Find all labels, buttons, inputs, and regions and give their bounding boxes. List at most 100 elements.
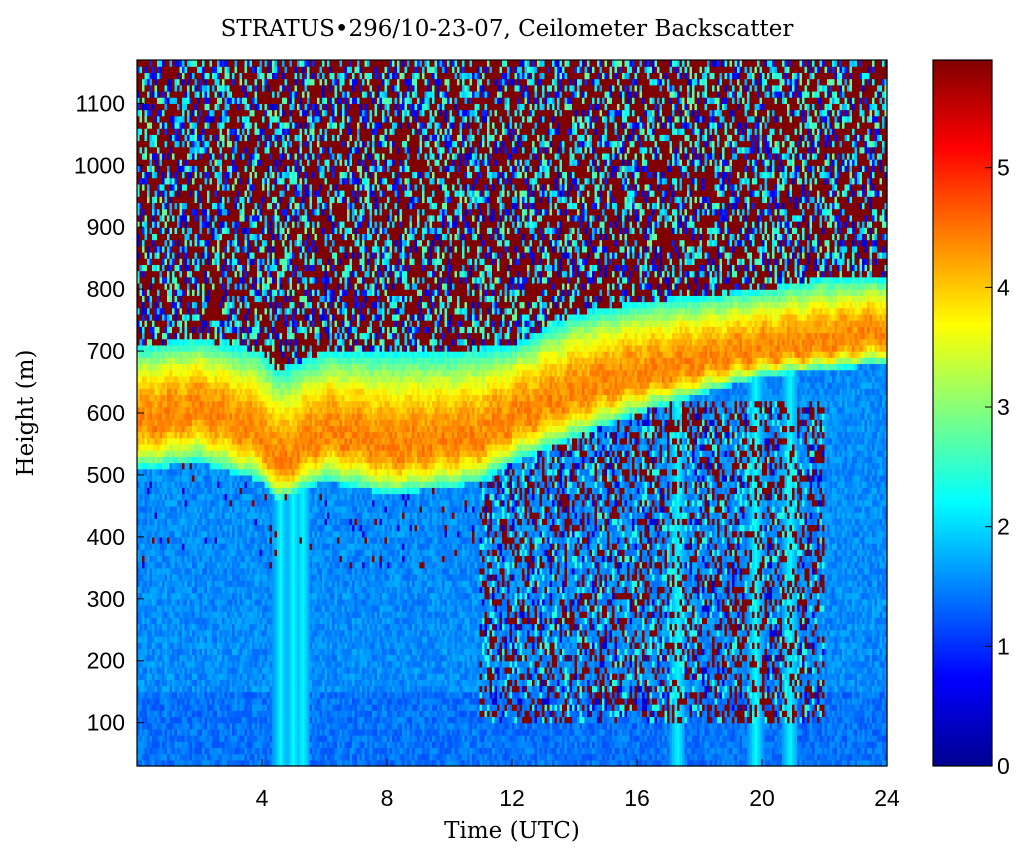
heatmap-cell — [139, 221, 143, 228]
heatmap-cell — [167, 270, 171, 278]
heatmap-cell — [159, 704, 163, 711]
heatmap-cell — [164, 276, 168, 284]
heatmap-cell — [164, 109, 168, 117]
heatmap-cell — [154, 505, 158, 513]
heatmap-cell — [154, 109, 158, 117]
heatmap-cell — [167, 666, 171, 674]
heatmap-cell — [169, 233, 173, 241]
heatmap-cell — [169, 759, 173, 767]
heatmap-cell — [167, 567, 171, 575]
heatmap-cell — [179, 530, 183, 538]
heatmap-cell — [167, 177, 171, 185]
heatmap-cell — [159, 332, 163, 340]
heatmap-cell — [149, 524, 153, 532]
heatmap-cell — [142, 716, 146, 724]
heatmap-cell — [174, 72, 178, 80]
heatmap-cell — [149, 679, 153, 687]
heatmap-cell — [137, 369, 141, 377]
heatmap-cell — [177, 72, 181, 80]
heatmap-cell — [139, 493, 143, 501]
heatmap-cell — [167, 697, 171, 705]
heatmap-cell — [139, 629, 143, 637]
heatmap-cell — [149, 666, 153, 674]
heatmap-cell — [174, 462, 178, 470]
heatmap-cell — [164, 604, 168, 612]
heatmap-cell — [179, 518, 183, 526]
heatmap-cell — [167, 580, 171, 587]
heatmap-cell — [157, 121, 161, 129]
heatmap-cell — [167, 90, 171, 98]
heatmap-cell — [177, 332, 181, 340]
heatmap-cell — [154, 159, 158, 166]
heatmap-cell — [164, 140, 168, 148]
heatmap-cell — [159, 443, 163, 451]
heatmap-cell — [167, 84, 171, 92]
heatmap-cell — [169, 326, 173, 334]
heatmap-cell — [149, 704, 153, 711]
heatmap-cell — [152, 648, 156, 656]
heatmap-cell — [184, 567, 188, 575]
heatmap-cell — [172, 109, 176, 117]
heatmap-cell — [172, 251, 176, 259]
heatmap-cell — [162, 369, 166, 377]
heatmap-cell — [182, 165, 186, 173]
heatmap-cell — [154, 90, 158, 98]
heatmap-cell — [137, 481, 141, 488]
heatmap-cell — [154, 394, 158, 402]
heatmap-cell — [144, 202, 148, 210]
heatmap-cell — [137, 196, 141, 204]
heatmap-cell — [174, 152, 178, 160]
heatmap-cell — [174, 406, 178, 414]
heatmap-cell — [157, 282, 161, 290]
heatmap-cell — [144, 518, 148, 526]
heatmap-cell — [182, 728, 186, 736]
heatmap-cell — [137, 648, 141, 656]
heatmap-cell — [184, 635, 188, 643]
heatmap-cell — [184, 282, 188, 290]
heatmap-cell — [167, 382, 171, 389]
heatmap-cell — [147, 697, 151, 705]
heatmap-cell — [154, 493, 158, 501]
heatmap-cell — [149, 604, 153, 612]
heatmap-cell — [182, 450, 186, 457]
heatmap-cell — [184, 258, 188, 265]
heatmap-cell — [154, 382, 158, 389]
heatmap-cell — [144, 741, 148, 749]
heatmap-cell — [174, 505, 178, 513]
heatmap-cell — [139, 543, 143, 550]
heatmap-cell — [149, 654, 153, 662]
heatmap-cell — [174, 363, 178, 371]
heatmap-cell — [162, 691, 166, 699]
heatmap-cell — [184, 400, 188, 408]
heatmap-cell — [154, 642, 158, 649]
heatmap-cell — [137, 121, 141, 129]
heatmap-cell — [144, 394, 148, 402]
heatmap-cell — [142, 394, 146, 402]
heatmap-cell — [187, 642, 191, 649]
heatmap-cell — [139, 282, 143, 290]
heatmap-cell — [154, 406, 158, 414]
heatmap-cell — [147, 499, 151, 507]
heatmap-cell — [177, 208, 181, 216]
heatmap-cell — [152, 159, 156, 166]
heatmap-cell — [172, 382, 176, 389]
heatmap-cell — [157, 648, 161, 656]
heatmap-cell — [154, 735, 158, 742]
heatmap-cell — [169, 363, 173, 371]
heatmap-cell — [179, 251, 183, 259]
heatmap-cell — [152, 561, 156, 569]
heatmap-cell — [144, 580, 148, 587]
heatmap-cell — [182, 592, 186, 600]
heatmap-cell — [184, 338, 188, 346]
heatmap-cell — [172, 121, 176, 129]
heatmap-cell — [172, 512, 176, 519]
heatmap-cell — [164, 747, 168, 755]
heatmap-cell — [179, 388, 183, 396]
heatmap-cell — [144, 214, 148, 222]
heatmap-cell — [184, 115, 188, 123]
heatmap-cell — [152, 245, 156, 253]
heatmap-cell — [157, 722, 161, 730]
heatmap-cell — [137, 635, 141, 643]
heatmap-cell — [177, 747, 181, 755]
heatmap-cell — [167, 450, 171, 457]
